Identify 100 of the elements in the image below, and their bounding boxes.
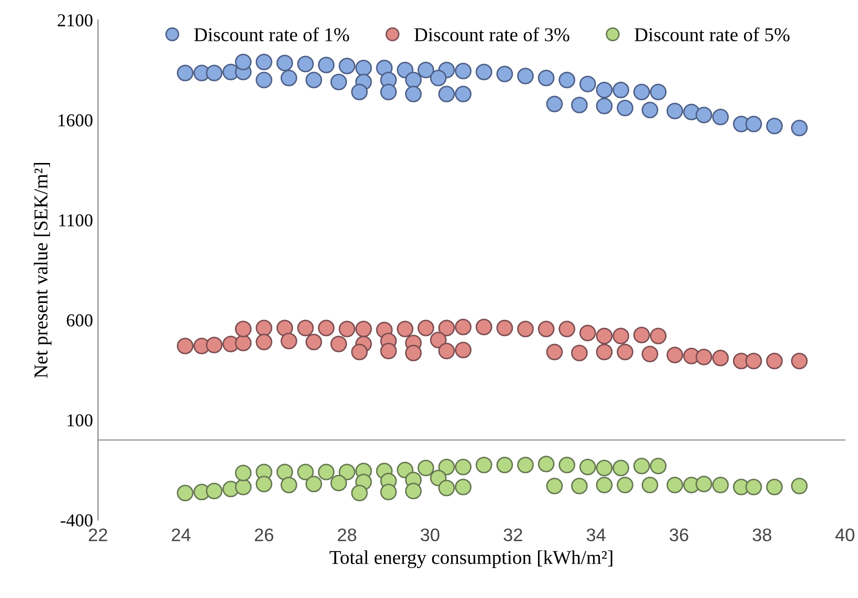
point [176,484,194,502]
point [430,332,447,348]
point [791,478,808,494]
point [696,476,712,492]
point [297,56,314,72]
point [338,58,356,74]
point [612,460,630,476]
point [454,478,472,496]
point [330,74,347,90]
point [405,72,422,88]
y-tick-label: 600 [66,314,92,326]
point [306,476,322,492]
point [612,328,630,344]
point [276,464,294,480]
point [438,480,455,496]
point [596,98,613,114]
point [546,478,563,494]
point [351,344,368,360]
point [476,456,492,474]
point [538,456,554,472]
point [616,476,634,494]
point [712,350,729,366]
y-tick-label: 1100 [59,214,92,226]
point [276,320,294,336]
point [330,474,347,492]
point [454,318,472,336]
point [351,484,368,502]
point [256,72,272,88]
point [318,464,335,480]
point [380,342,397,360]
point [476,318,492,336]
point [405,86,422,102]
point [380,484,397,500]
point [666,346,684,364]
point [234,54,252,70]
point [396,320,414,338]
x-tick-label: 22 [88,528,108,542]
x-tick-label: 24 [172,528,191,542]
point [596,328,613,344]
point [351,84,368,100]
point [517,68,534,84]
point [579,458,596,476]
point [745,352,762,370]
point [517,456,534,474]
point [546,96,563,112]
point [650,84,667,100]
point [405,482,422,500]
point [430,70,447,86]
x-tick-label: 36 [670,528,688,542]
point [571,96,588,114]
point [596,82,613,98]
y-tick-label: -400 [60,514,92,526]
point [496,456,513,474]
point [791,120,808,136]
point [558,456,576,474]
point [280,476,298,494]
point [791,352,808,370]
point [280,332,298,350]
point [438,458,455,476]
point [596,460,613,476]
point [297,464,314,480]
point [234,320,252,338]
point [666,102,684,120]
point [206,482,222,500]
point [355,320,372,338]
point [596,344,613,360]
point [338,464,356,480]
point [234,334,252,352]
point [558,72,576,88]
x-tick-label: 30 [420,528,440,542]
point [454,342,472,358]
point [454,458,472,476]
point [496,320,513,336]
point [438,320,455,336]
point [418,320,434,336]
legend-label: Discount rate of 3% [414,27,570,42]
point [306,72,322,88]
point [418,62,434,78]
point [766,352,783,370]
point [206,64,222,82]
point [438,86,455,102]
y-axis-title: Net present value [SEK/m²] [34,162,52,378]
point [538,320,554,338]
point [234,464,252,482]
point [612,82,630,98]
point [650,458,667,474]
point [496,66,513,82]
point [712,108,729,126]
point [256,320,272,336]
legend-label: Discount rate of 1% [194,27,350,42]
point [696,348,712,366]
point [642,102,658,118]
y-tick-label: 1600 [58,114,92,126]
point [546,344,563,360]
x-tick-label: 26 [254,528,274,542]
point [633,84,650,100]
point [596,476,613,494]
point [642,476,658,494]
point [476,64,492,80]
point [696,106,712,124]
